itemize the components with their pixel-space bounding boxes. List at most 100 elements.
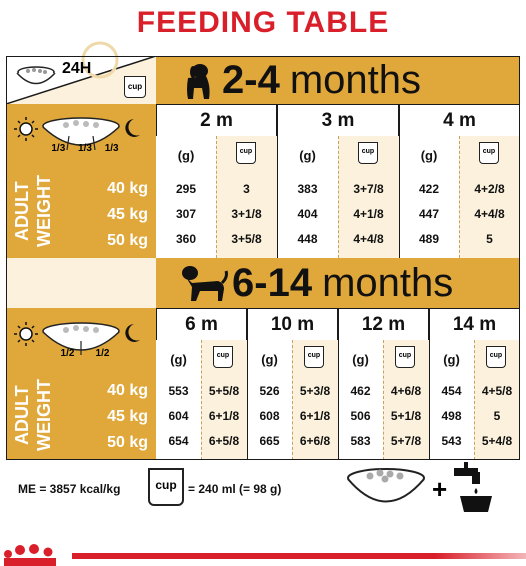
band2-meal-split: 1/2 1/2: [50, 348, 120, 359]
grams-cell: 422: [418, 182, 440, 196]
grams-cell: 604: [168, 409, 189, 423]
gram-unit-label: (g): [261, 352, 278, 367]
grams-cell: 526: [259, 384, 280, 398]
table-row: 553 5+5/8 526 5+3/8 462 4+6/8 454 4+5/8: [156, 379, 520, 404]
band1-weights: 40 kg 45 kg 50 kg: [90, 176, 148, 254]
table-row: 654 6+5/8 665 6+6/8 583 5+7/8 543 5+4/8: [156, 429, 520, 454]
grams-cell: 553: [168, 384, 189, 398]
gram-unit-label: (g): [177, 148, 195, 163]
cups-cell: 4+6/8: [390, 384, 422, 398]
gram-unit-label: (g): [299, 148, 316, 163]
grams-cell: 665: [259, 434, 280, 448]
cup-label: cup: [307, 352, 321, 359]
age-column-header: 14 m: [429, 308, 520, 340]
cup-icon: cup: [486, 346, 506, 368]
age-range: 6-14: [232, 260, 313, 305]
period-label: 24H: [62, 60, 92, 77]
meal-fraction: 1/3: [78, 143, 92, 154]
energy-value: ME = 3857 kcal/kg: [18, 482, 121, 496]
cup-label: cup: [239, 148, 253, 155]
age-unit: months: [322, 260, 454, 305]
meal-fraction: 1/3: [51, 143, 66, 154]
cups-cell: 5+4/8: [481, 434, 513, 448]
cup-icon: cup: [236, 142, 256, 164]
table-row: 295 3 383 3+7/8 422 4+2/8: [156, 177, 520, 202]
crown-logo-icon: [4, 544, 56, 566]
cups-cell: 3+7/8: [353, 182, 384, 196]
age-column-header: 2 m: [156, 104, 277, 136]
cup-label: cup: [398, 352, 412, 359]
meal-fraction: 1/3: [104, 143, 119, 154]
cups-cell: 6+1/8: [208, 409, 240, 423]
gram-unit-label: (g): [443, 352, 460, 367]
grams-cell: 506: [350, 409, 371, 423]
cup-icon: cup: [213, 346, 233, 368]
cups-cell: 3+5/8: [231, 232, 262, 246]
weight-value: 40 kg: [107, 382, 148, 399]
cup-icon: cup: [395, 346, 415, 368]
sun-icon: [14, 322, 38, 346]
weight-value: 40 kg: [107, 180, 148, 197]
food-bowl-icon: [347, 468, 425, 503]
grams-cell: 608: [259, 409, 280, 423]
weight-label: WEIGHT: [34, 379, 54, 451]
grams-cell: 307: [175, 207, 197, 221]
cup-icon: cup: [479, 142, 499, 164]
plus-sign: +: [432, 474, 448, 504]
gram-unit-label: (g): [170, 352, 187, 367]
band1-rows: 295 3 383 3+7/8 422 4+2/8 307 3+1/8 404 …: [156, 177, 520, 252]
puppy-silhouette-icon: [187, 64, 210, 99]
moon-icon: [125, 324, 140, 342]
footer-cup-icon: cup: [148, 468, 184, 506]
cups-cell: 4+4/8: [474, 207, 505, 221]
table-row: 360 3+5/8 448 4+4/8 489 5: [156, 227, 520, 252]
grams-cell: 383: [297, 182, 318, 196]
cups-cell: 6+5/8: [208, 434, 240, 448]
gram-unit-label: (g): [352, 352, 369, 367]
adult-label: ADULT: [12, 181, 32, 241]
cup-label: cup: [361, 148, 375, 155]
cups-cell: 4+1/8: [353, 207, 384, 221]
cups-cell: 4+4/8: [353, 232, 384, 246]
sun-halo-icon: [81, 41, 119, 79]
sun-icon: [14, 117, 38, 141]
cups-cell: 6+6/8: [299, 434, 331, 448]
adult-dog-silhouette-icon: [182, 266, 228, 301]
cups-cell: 5+5/8: [208, 384, 240, 398]
grams-cell: 498: [441, 409, 462, 423]
weight-value: 45 kg: [107, 408, 148, 425]
meal-fraction: 1/2: [60, 348, 75, 359]
grams-cell: 447: [418, 207, 440, 221]
age-unit: months: [289, 58, 421, 102]
grams-cell: 454: [441, 384, 462, 398]
age-column-header: 12 m: [338, 308, 429, 340]
band1-meal-split: 1/3 1/3 1/3: [45, 143, 125, 154]
band2-table: 6 m 10 m 12 m 14 m (g) (g) (g) (g) cup c…: [156, 308, 520, 460]
moon-icon: [125, 119, 140, 137]
cups-cell: 6+1/8: [299, 409, 331, 423]
grams-cell: 448: [297, 232, 318, 246]
age-column-header: 10 m: [247, 308, 338, 340]
cup-label: cup: [155, 478, 177, 492]
brand-divider-line: [72, 553, 526, 559]
band2-feeding-icons: [6, 310, 156, 360]
age-range: 2-4: [222, 58, 280, 102]
cup-icon: cup: [304, 346, 324, 368]
cups-cell: 5: [486, 232, 493, 246]
cup-label: cup: [489, 352, 503, 359]
adult-label: ADULT: [12, 385, 32, 445]
meal-fraction: 1/2: [95, 348, 110, 359]
band-2-4-months: 2-4 months: [156, 57, 520, 104]
cups-cell: 3+1/8: [231, 207, 262, 221]
section-spacer: [6, 258, 156, 308]
band2-rows: 553 5+5/8 526 5+3/8 462 4+6/8 454 4+5/8 …: [156, 379, 520, 454]
cup-label: cup: [216, 352, 230, 359]
cups-cell: 5+7/8: [390, 434, 422, 448]
food-bowl-icon: [16, 66, 56, 85]
grams-cell: 654: [168, 434, 189, 448]
weight-value: 50 kg: [107, 232, 148, 249]
measuring-cup-icon: cup: [124, 76, 146, 98]
band2-weights: 40 kg 45 kg 50 kg: [90, 378, 148, 456]
daily-portion-corner: [5, 55, 157, 105]
corner-diagonal: [5, 55, 157, 105]
